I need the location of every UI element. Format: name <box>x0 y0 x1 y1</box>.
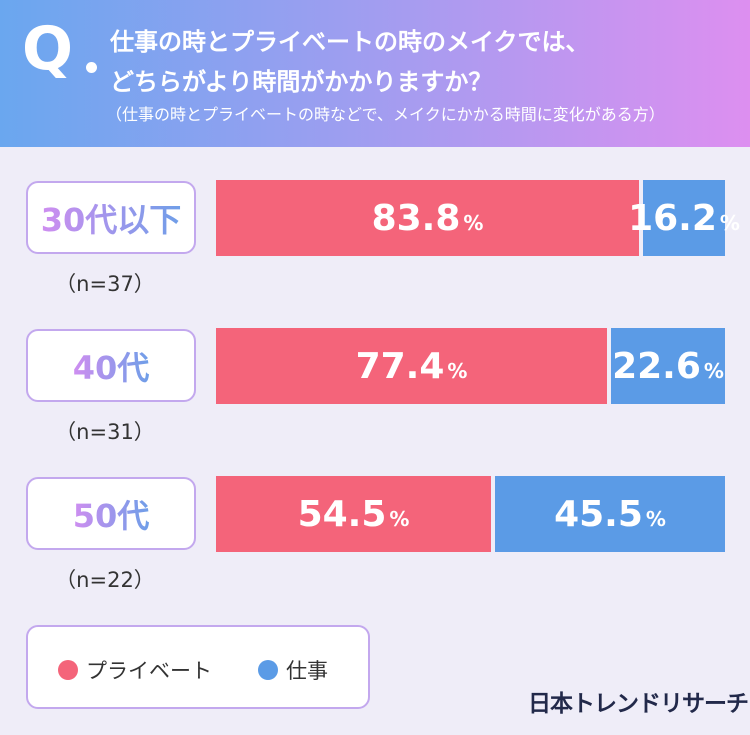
bar-value-label: 16.2 <box>628 197 717 239</box>
bar-unit-label: % <box>645 507 666 531</box>
bar-work-0: 16.2% <box>628 180 740 256</box>
bar-private-2: 54.5% <box>216 476 491 552</box>
group-sample-size-2: （n=22） <box>55 568 155 592</box>
legend-item-work: 仕事 <box>258 655 328 685</box>
bar-value-label: 22.6 <box>612 345 701 387</box>
group-label-text: 30代以下 <box>41 195 182 241</box>
question-title-line1: 仕事の時とプライベートの時のメイクでは、 <box>110 28 590 56</box>
question-mark-letter: Q <box>22 14 73 84</box>
bar-value-label: 83.8 <box>371 197 461 239</box>
bar-work-1: 22.6% <box>611 328 725 404</box>
bar-unit-label: % <box>719 211 740 235</box>
group-sample-size-1: （n=31） <box>55 420 155 444</box>
bar-value-label: 77.4 <box>355 345 445 387</box>
question-note: （仕事の時とプライベートの時などで、メイクにかかる時間に変化がある方） <box>106 105 665 124</box>
legend-dot-private <box>58 660 78 680</box>
group-sample-size-0: （n=37） <box>55 272 155 296</box>
legend-label-private: プライベート <box>86 659 212 683</box>
question-title-line2: どちらがより時間がかかりますか？ <box>110 68 493 96</box>
legend-item-private: プライベート <box>58 655 212 685</box>
legend-label-work: 仕事 <box>286 659 328 683</box>
bar-unit-label: % <box>389 507 410 531</box>
bar-work-2: 45.5% <box>495 476 725 552</box>
group-label-text: 50代 <box>73 491 150 537</box>
bar-value-label: 54.5 <box>297 493 387 535</box>
bar-unit-label: % <box>703 359 724 383</box>
question-header: Q 仕事の時とプライベートの時のメイクでは、 どちらがより時間がかかりますか？ … <box>0 0 750 147</box>
group-label-2: 50代 <box>26 477 196 550</box>
question-mark-dot <box>86 62 97 73</box>
group-label-text: 40代 <box>73 343 150 389</box>
group-label-0: 30代以下 <box>26 181 196 254</box>
bar-private-0: 83.8% <box>216 180 639 256</box>
brand-logo: 日本トレンドリサーチ <box>528 691 749 717</box>
chart-legend: プライベート 仕事 <box>26 625 370 709</box>
group-label-1: 40代 <box>26 329 196 402</box>
bar-unit-label: % <box>447 359 468 383</box>
bar-private-1: 77.4% <box>216 328 607 404</box>
bar-value-label: 45.5 <box>554 493 643 535</box>
bar-unit-label: % <box>463 211 484 235</box>
legend-dot-work <box>258 660 278 680</box>
